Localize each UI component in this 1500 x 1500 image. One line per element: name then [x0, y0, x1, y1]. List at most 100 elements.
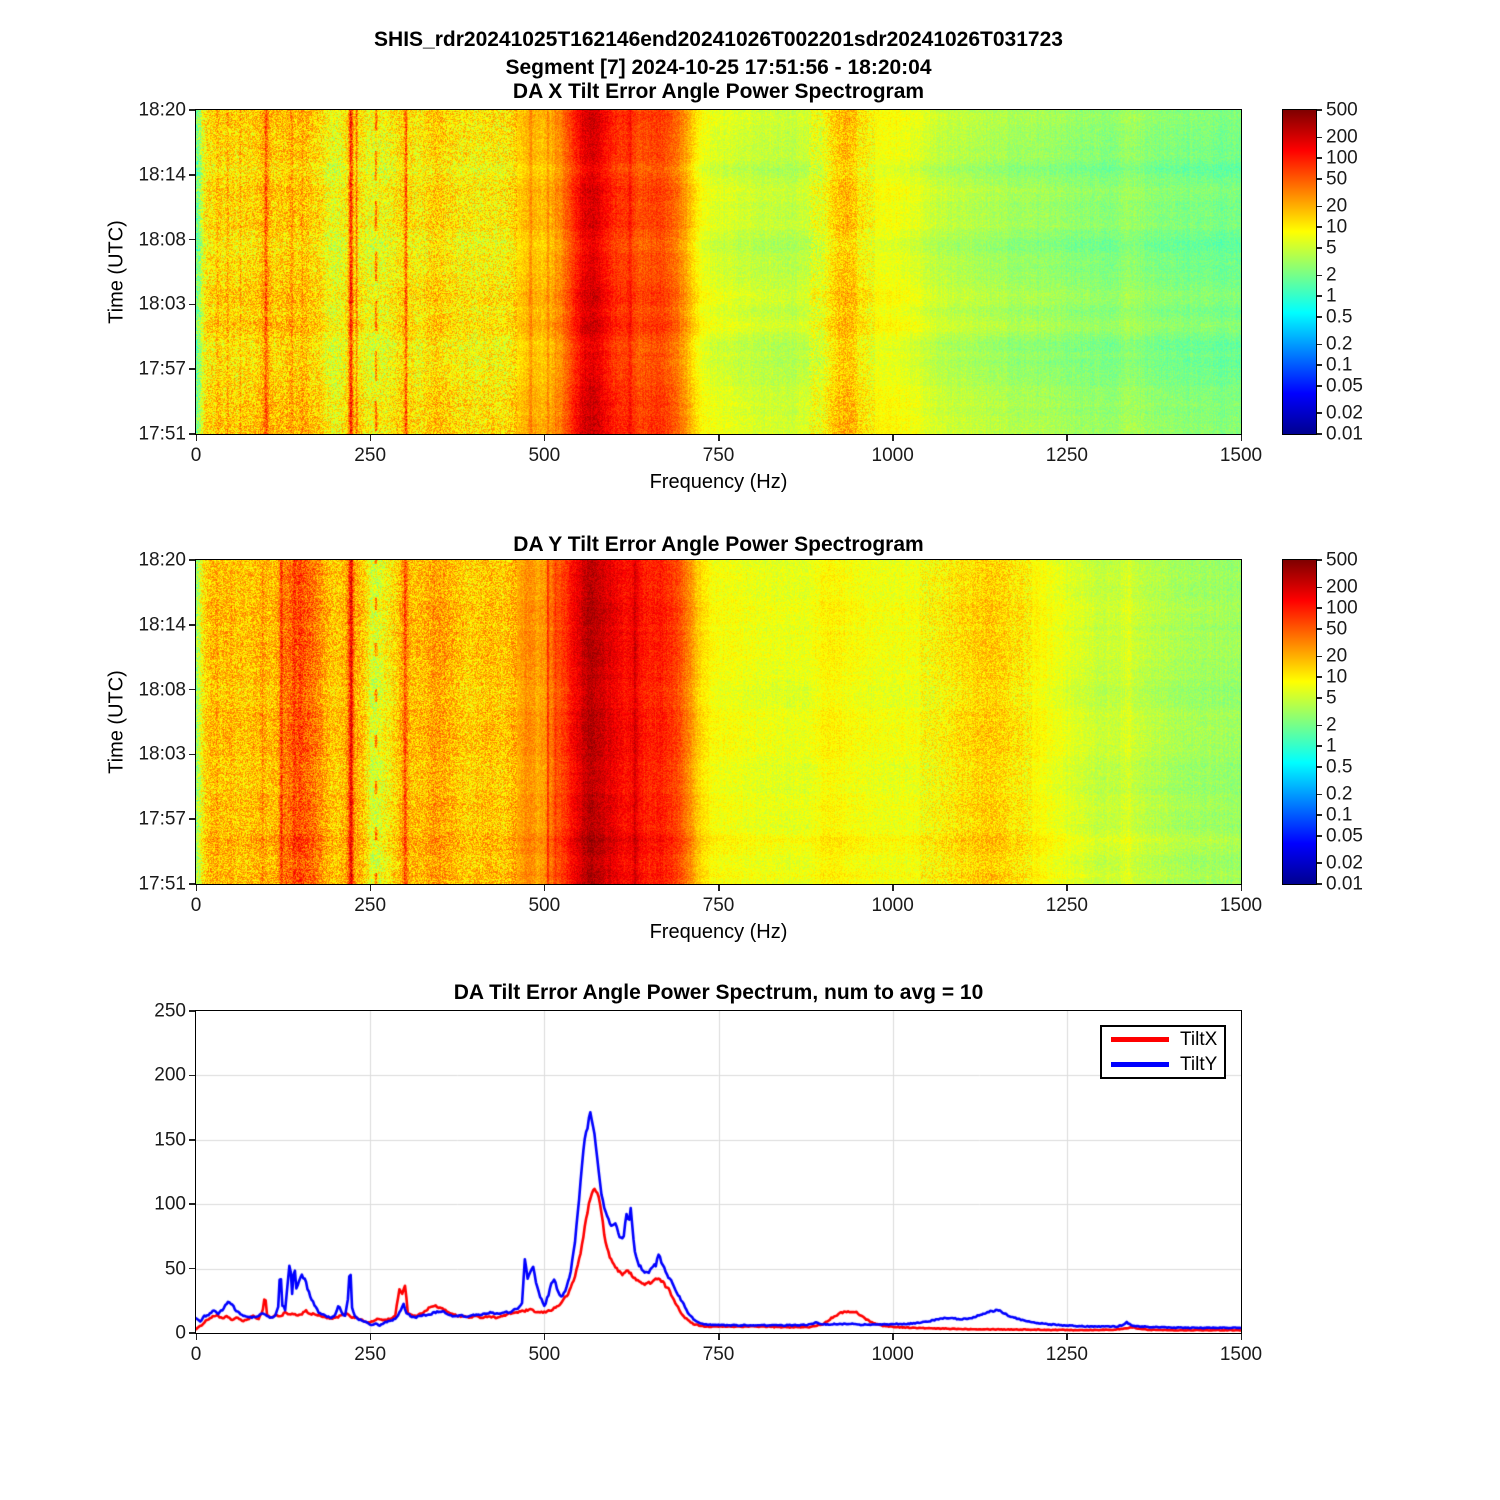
tick-mark: [189, 559, 195, 561]
tick-mark: [1317, 109, 1322, 111]
tick-label: 0: [190, 445, 202, 466]
tick-mark: [1317, 559, 1322, 561]
tick-mark: [1240, 1334, 1242, 1340]
spectrogram-y-heatmap: [195, 559, 1242, 885]
tick-label: 500: [528, 1344, 561, 1365]
tick-label: 200: [1326, 126, 1358, 148]
tick-mark: [1317, 607, 1322, 609]
legend-label-tiltx: TiltX: [1180, 1029, 1218, 1050]
tick-label: 0: [175, 1322, 186, 1344]
legend-row-tilty: TiltY: [1102, 1052, 1224, 1077]
spectrum-title: DA Tilt Error Angle Power Spectrum, num …: [453, 981, 984, 1004]
tick-label: 750: [702, 445, 735, 466]
tick-mark: [189, 1139, 195, 1141]
tick-label: 1250: [1045, 895, 1088, 916]
tick-label: 5: [1326, 237, 1337, 259]
tick-mark: [1317, 274, 1322, 277]
tick-mark: [1317, 862, 1322, 864]
tick-label: 20: [1326, 645, 1348, 667]
tick-mark: [543, 1334, 546, 1340]
tick-mark: [369, 435, 372, 441]
tick-label: 500: [1326, 99, 1358, 121]
tick-mark: [189, 1332, 195, 1334]
tick-label: 0.02: [1326, 852, 1363, 874]
tick-mark: [1317, 676, 1322, 678]
tick-label: 150: [154, 1129, 186, 1151]
tick-label: 0.05: [1326, 825, 1363, 847]
tick-label: 0.1: [1326, 804, 1353, 826]
tick-label: 250: [354, 1344, 387, 1365]
tick-label: 18:14: [138, 614, 186, 636]
spectrum-line-chart: [195, 1010, 1242, 1334]
tick-label: 2: [1326, 714, 1337, 736]
tick-label: 500: [528, 445, 561, 466]
legend-row-tiltx: TiltX: [1102, 1027, 1224, 1052]
tick-mark: [1317, 628, 1322, 630]
tick-label: 500: [1326, 549, 1358, 571]
tick-label: 17:51: [138, 423, 186, 445]
spectrogram-y-xlabel: Frequency (Hz): [649, 921, 788, 943]
tick-label: 1: [1326, 285, 1337, 307]
tick-mark: [1317, 247, 1322, 249]
tick-label: 750: [702, 1344, 735, 1365]
tick-label: 0.2: [1326, 783, 1353, 805]
tick-mark: [892, 435, 894, 441]
tick-mark: [1317, 295, 1322, 297]
tick-mark: [189, 688, 195, 691]
tick-mark: [1317, 766, 1322, 768]
tick-mark: [1317, 205, 1322, 208]
tick-mark: [1317, 814, 1322, 816]
tick-label: 100: [1326, 597, 1358, 619]
tick-mark: [1066, 885, 1068, 891]
tick-label: 0.2: [1326, 333, 1353, 355]
tick-label: 0.01: [1326, 873, 1363, 895]
tick-mark: [1317, 883, 1322, 885]
tick-label: 17:51: [138, 873, 186, 895]
tick-label: 0: [190, 895, 202, 916]
tick-label: 250: [154, 1000, 186, 1022]
tick-label: 50: [1326, 168, 1348, 190]
spectrogram-x-heatmap: [195, 109, 1242, 435]
tick-mark: [543, 435, 546, 441]
tick-mark: [1317, 724, 1322, 727]
tick-mark: [1066, 435, 1068, 441]
tick-mark: [189, 174, 195, 176]
spectrogram-x-xlabel: Frequency (Hz): [649, 471, 788, 493]
figure-title-line1: SHIS_rdr20241025T162146end20241026T00220…: [374, 28, 1063, 51]
tick-mark: [195, 885, 197, 891]
tick-label: 100: [1326, 147, 1358, 169]
tick-label: 0.05: [1326, 375, 1363, 397]
tick-mark: [1317, 178, 1322, 180]
tick-mark: [543, 885, 546, 891]
tick-label: 0.02: [1326, 402, 1363, 424]
tick-mark: [1317, 412, 1322, 414]
tick-label: 18:03: [138, 293, 186, 315]
tick-mark: [1317, 793, 1322, 796]
tiltx-line-swatch: [1111, 1037, 1169, 1042]
tick-mark: [1317, 226, 1322, 228]
tick-mark: [1240, 435, 1242, 441]
tick-label: 18:08: [138, 229, 186, 251]
tick-mark: [892, 1334, 894, 1340]
tick-mark: [369, 885, 372, 891]
tick-label: 50: [1326, 618, 1348, 640]
tick-label: 18:20: [138, 549, 186, 571]
tick-label: 1000: [871, 895, 914, 916]
tick-mark: [1317, 343, 1322, 346]
tick-label: 0.5: [1326, 756, 1353, 778]
tick-mark: [189, 109, 195, 111]
tick-label: 250: [354, 895, 387, 916]
tick-mark: [189, 624, 195, 626]
tick-mark: [189, 753, 195, 756]
legend-box: TiltX TiltY: [1100, 1025, 1226, 1079]
tick-label: 50: [164, 1258, 186, 1280]
colorbar-x: [1282, 109, 1317, 435]
tick-label: 1500: [1219, 445, 1263, 466]
tick-label: 100: [154, 1193, 186, 1215]
tick-mark: [189, 433, 195, 435]
tick-label: 1000: [871, 1344, 914, 1365]
tick-label: 1000: [871, 445, 914, 466]
tick-label: 10: [1326, 216, 1348, 238]
tick-mark: [892, 885, 894, 891]
tick-mark: [189, 883, 195, 885]
